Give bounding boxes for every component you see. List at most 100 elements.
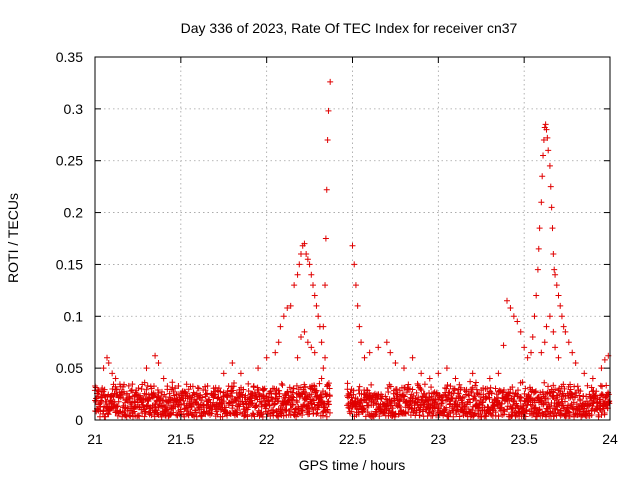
data-point bbox=[566, 409, 573, 416]
data-point bbox=[537, 389, 544, 396]
data-point bbox=[167, 396, 174, 403]
data-point bbox=[368, 381, 375, 388]
data-point bbox=[181, 413, 188, 420]
data-point bbox=[396, 387, 403, 394]
data-point bbox=[253, 402, 260, 409]
data-point bbox=[469, 407, 476, 414]
data-point bbox=[451, 387, 458, 394]
data-point bbox=[584, 382, 591, 389]
data-point bbox=[556, 391, 563, 398]
data-point bbox=[175, 391, 182, 398]
data-point bbox=[558, 313, 565, 320]
data-point bbox=[169, 379, 176, 386]
data-point bbox=[195, 385, 202, 392]
data-point bbox=[497, 407, 504, 414]
data-point bbox=[260, 386, 267, 393]
data-point bbox=[231, 380, 238, 387]
data-point bbox=[202, 387, 209, 394]
data-point bbox=[577, 388, 584, 395]
data-point bbox=[463, 386, 470, 393]
data-point bbox=[245, 388, 252, 395]
data-point bbox=[289, 389, 296, 396]
data-point bbox=[194, 396, 201, 403]
data-point bbox=[591, 395, 598, 402]
data-point bbox=[284, 304, 291, 311]
data-point bbox=[409, 386, 416, 393]
data-point bbox=[405, 381, 412, 388]
data-point bbox=[540, 152, 547, 159]
data-point bbox=[98, 397, 105, 404]
data-point bbox=[376, 413, 383, 420]
data-point bbox=[258, 399, 265, 406]
data-point bbox=[276, 393, 283, 400]
data-point bbox=[113, 386, 120, 393]
data-point bbox=[199, 402, 206, 409]
data-point bbox=[320, 403, 327, 410]
data-point bbox=[387, 383, 394, 390]
data-point bbox=[605, 391, 612, 398]
data-point bbox=[565, 408, 572, 415]
data-point bbox=[553, 282, 560, 289]
data-point bbox=[150, 393, 157, 400]
data-point bbox=[303, 251, 310, 258]
data-point bbox=[101, 386, 108, 393]
data-point bbox=[438, 400, 445, 407]
data-point bbox=[164, 406, 171, 413]
data-point bbox=[515, 405, 522, 412]
data-point bbox=[385, 388, 392, 395]
data-point bbox=[472, 379, 479, 386]
data-point bbox=[136, 413, 143, 420]
data-point bbox=[311, 292, 318, 299]
data-point bbox=[280, 313, 287, 320]
data-point bbox=[259, 413, 266, 420]
data-point bbox=[263, 354, 270, 361]
data-point bbox=[325, 398, 332, 405]
data-point bbox=[418, 370, 425, 377]
data-point bbox=[472, 382, 479, 389]
data-point bbox=[313, 302, 320, 309]
data-point bbox=[499, 389, 506, 396]
data-point bbox=[418, 387, 425, 394]
x-tick-label: 23 bbox=[431, 431, 447, 447]
data-point bbox=[95, 393, 102, 400]
data-point bbox=[521, 344, 528, 351]
data-point bbox=[601, 411, 608, 418]
data-point bbox=[541, 339, 548, 346]
data-point bbox=[315, 313, 322, 320]
data-point bbox=[324, 136, 331, 143]
data-point bbox=[483, 395, 490, 402]
data-point bbox=[356, 323, 363, 330]
data-point bbox=[557, 407, 564, 414]
data-point bbox=[322, 235, 329, 242]
data-point bbox=[536, 225, 543, 232]
data-point bbox=[416, 412, 423, 419]
data-point bbox=[141, 413, 148, 420]
data-point bbox=[158, 392, 165, 399]
data-point bbox=[588, 411, 595, 418]
data-point bbox=[308, 271, 315, 278]
data-point bbox=[217, 388, 224, 395]
data-point bbox=[244, 413, 251, 420]
y-tick-label: 0.15 bbox=[56, 256, 83, 272]
data-point bbox=[468, 389, 475, 396]
data-point bbox=[288, 406, 295, 413]
data-point bbox=[206, 396, 213, 403]
data-point bbox=[355, 411, 362, 418]
data-point bbox=[312, 388, 319, 395]
data-point bbox=[240, 386, 247, 393]
data-point bbox=[521, 390, 528, 397]
data-point bbox=[577, 397, 584, 404]
data-point bbox=[358, 339, 365, 346]
data-point bbox=[545, 395, 552, 402]
data-point bbox=[542, 394, 549, 401]
data-point bbox=[471, 410, 478, 417]
data-point bbox=[444, 381, 451, 388]
data-point bbox=[294, 271, 301, 278]
data-point bbox=[202, 411, 209, 418]
data-point bbox=[514, 387, 521, 394]
data-point bbox=[492, 385, 499, 392]
data-point bbox=[429, 412, 436, 419]
data-point bbox=[299, 412, 306, 419]
data-point bbox=[308, 344, 315, 351]
data-point bbox=[105, 359, 112, 366]
